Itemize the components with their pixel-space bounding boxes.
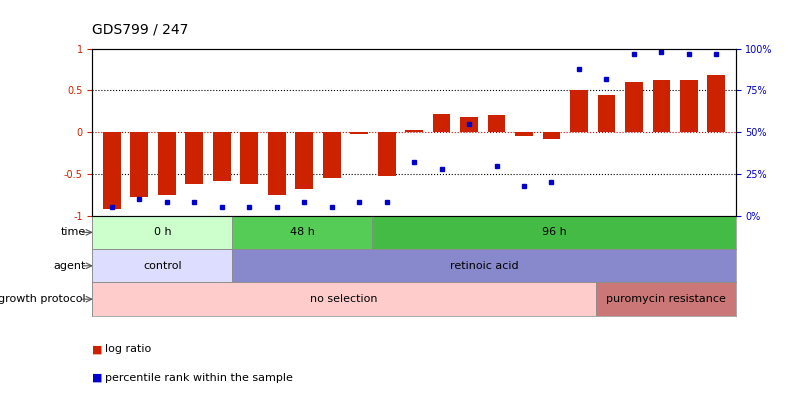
Bar [707,75,724,132]
Text: growth protocol: growth protocol [0,294,86,304]
Bar [459,117,477,132]
Text: retinoic acid: retinoic acid [449,261,518,271]
Bar [350,132,368,134]
Text: agent: agent [54,261,86,271]
Bar [103,132,120,209]
Bar [130,132,148,197]
Text: log ratio: log ratio [104,344,151,354]
Text: percentile rank within the sample: percentile rank within the sample [104,373,292,383]
Bar [515,132,532,136]
Text: 96 h: 96 h [541,227,565,237]
Bar [185,132,203,184]
Bar [432,114,450,132]
Text: time: time [61,227,86,237]
Bar [267,132,285,195]
Text: control: control [143,261,181,271]
Bar [232,249,735,283]
Bar [157,132,175,195]
Text: GDS799 / 247: GDS799 / 247 [92,22,189,36]
Text: no selection: no selection [310,294,377,304]
Bar [377,132,395,176]
Bar [487,115,505,132]
Bar [92,283,595,316]
Bar [597,94,614,132]
Bar [213,132,230,181]
Text: 48 h: 48 h [289,227,314,237]
Bar [679,80,697,132]
Bar [595,283,735,316]
Bar [652,80,670,132]
Bar [92,249,232,283]
Bar [92,216,232,249]
Bar [542,132,560,139]
Bar [372,216,735,249]
Bar [240,132,258,184]
Text: 0 h: 0 h [153,227,171,237]
Bar [295,132,312,189]
Text: puromycin resistance: puromycin resistance [605,294,725,304]
Bar [624,82,642,132]
Text: ■: ■ [92,373,103,383]
Bar [232,216,372,249]
Text: ■: ■ [92,344,103,354]
Bar [569,90,587,132]
Bar [322,132,340,178]
Bar [405,130,422,132]
